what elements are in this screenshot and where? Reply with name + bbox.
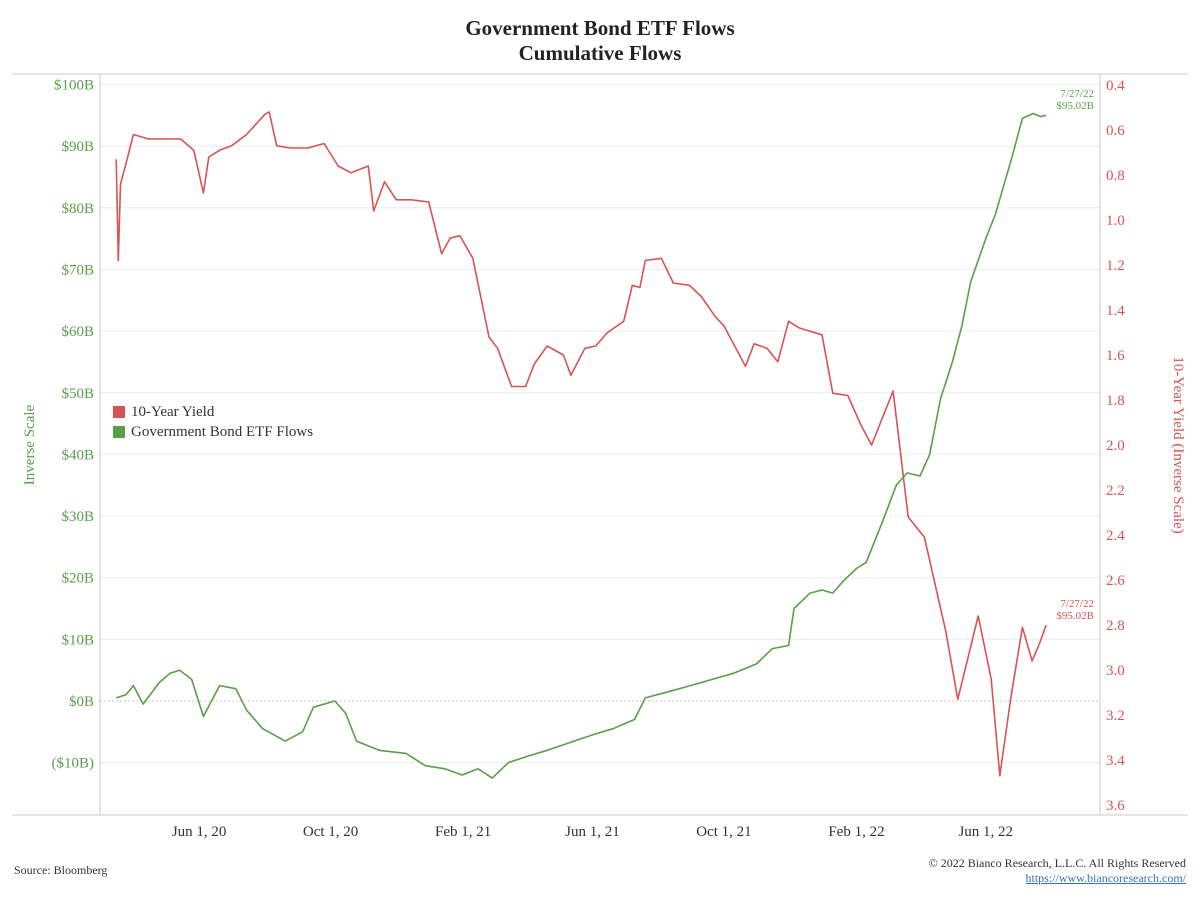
x-tick-label: Oct 1, 21 <box>696 824 751 840</box>
right-tick-label: 3.0 <box>1106 663 1125 679</box>
right-tick-label: 2.6 <box>1106 573 1125 589</box>
legend-label-yield: 10-Year Yield <box>131 403 215 420</box>
left-tick-label: $50B <box>61 386 94 402</box>
right-axis-title: 10-Year Yield (Inverse Scale) <box>1170 356 1186 533</box>
flows-line <box>115 112 1047 779</box>
right-tick-label: 2.4 <box>1106 528 1125 544</box>
legend-swatch-flows <box>113 426 125 438</box>
left-tick-label: $20B <box>61 571 94 587</box>
right-tick-label: 1.6 <box>1106 348 1125 364</box>
right-tick-label: 1.2 <box>1106 258 1125 274</box>
right-tick-label: 1.8 <box>1106 393 1125 409</box>
left-tick-label: $30B <box>61 509 94 525</box>
left-tick-label: $80B <box>61 201 94 217</box>
legend-item-flows: Government Bond ETF Flows <box>113 422 313 442</box>
axes <box>12 73 1188 816</box>
x-tick-label: Oct 1, 20 <box>303 824 358 840</box>
chart-title: Government Bond ETF Flows <box>465 16 735 40</box>
left-tick-label: $40B <box>61 447 94 463</box>
right-tick-label: 2.2 <box>1106 483 1125 499</box>
right-tick-label: 0.6 <box>1106 123 1125 139</box>
end-label-value: $95.02B <box>1056 610 1094 622</box>
right-tick-label: 0.8 <box>1106 168 1125 184</box>
source-note: Source: Bloomberg <box>14 863 108 877</box>
right-tick-label: 3.2 <box>1106 708 1125 724</box>
x-tick-label: Jun 1, 20 <box>172 824 227 840</box>
right-tick-label: 3.6 <box>1106 798 1125 814</box>
legend-label-flows: Government Bond ETF Flows <box>131 423 314 440</box>
left-tick-label: $0B <box>69 694 94 710</box>
legend-item-yield: 10-Year Yield <box>113 402 313 422</box>
right-tick-label: 3.4 <box>1106 753 1125 769</box>
left-tick-label: $10B <box>61 632 94 648</box>
copyright-block: © 2022 Bianco Research, L.L.C. All Right… <box>929 856 1186 886</box>
right-tick-label: 2.0 <box>1106 438 1125 454</box>
copyright-text: © 2022 Bianco Research, L.L.C. All Right… <box>928 856 1186 870</box>
right-tick-label: 1.0 <box>1106 213 1125 229</box>
x-tick-label: Jun 1, 21 <box>565 824 620 840</box>
left-tick-label: $70B <box>61 262 94 278</box>
yield-line <box>115 111 1047 777</box>
tick-labels: $100B $90B $80B $70B $60B $50B $40B $30B $20B $10… <box>52 78 1126 841</box>
right-tick-label: 2.8 <box>1106 618 1125 634</box>
legend: 10-Year Yield Government Bond ETF Flows <box>113 402 313 442</box>
left-tick-label: $100B <box>54 78 94 94</box>
end-label-date: 7/27/22 <box>1060 88 1094 100</box>
right-tick-label: 0.4 <box>1106 78 1125 94</box>
legend-swatch-yield <box>113 406 125 418</box>
end-label-value: $95.02B <box>1056 100 1094 112</box>
left-tick-label: $60B <box>61 324 94 340</box>
end-label-date: 7/27/22 <box>1060 598 1094 610</box>
chart-subtitle: Cumulative Flows <box>518 41 682 65</box>
website-link[interactable]: https://www.biancoresearch.com/ <box>1025 871 1186 885</box>
left-tick-label: $90B <box>61 139 94 155</box>
x-tick-label: Feb 1, 22 <box>828 824 884 840</box>
x-tick-label: Feb 1, 21 <box>435 824 491 840</box>
left-tick-label: ($10B) <box>52 756 95 772</box>
series-lines <box>115 111 1047 779</box>
grid-lines <box>100 84 1100 764</box>
x-tick-label: Jun 1, 22 <box>958 824 1013 840</box>
left-axis-title: Inverse Scale <box>22 404 38 485</box>
right-tick-label: 1.4 <box>1106 303 1125 319</box>
